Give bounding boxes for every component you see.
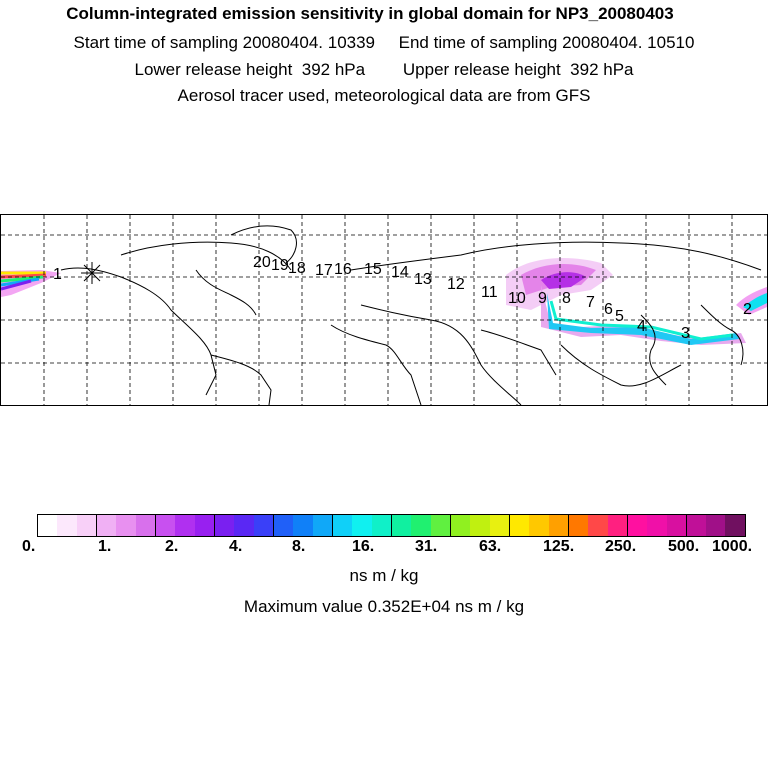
colorbar-tick-label: 8. xyxy=(292,538,306,555)
colorbar-segment xyxy=(509,515,530,536)
colorbar-tick-label: 1000. xyxy=(712,538,753,555)
colorbar-segment xyxy=(391,515,412,536)
track-marker: 14 xyxy=(391,264,409,281)
colorbar-segment xyxy=(470,515,490,536)
colorbar-segment xyxy=(57,515,77,536)
start-star-icon xyxy=(81,262,103,284)
colorbar-segment xyxy=(647,515,667,536)
plot-title: Column-integrated emission sensitivity i… xyxy=(66,4,674,23)
colorbar-segment xyxy=(450,515,471,536)
track-marker: 12 xyxy=(447,276,465,293)
colorbar-segment xyxy=(273,515,294,536)
colorbar-tick-label: 2. xyxy=(165,538,179,555)
maximum-value: Maximum value 0.352E+04 ns m / kg xyxy=(243,597,525,616)
track-marker: 15 xyxy=(364,261,382,278)
colorbar-tick-label: 16. xyxy=(352,538,375,555)
colorbar-segment xyxy=(76,515,97,536)
colorbar-segment xyxy=(627,515,648,536)
colorbar-segment xyxy=(116,515,136,536)
colorbar-segment xyxy=(568,515,589,536)
track-marker: 19 xyxy=(271,257,289,274)
colorbar-segment xyxy=(332,515,353,536)
track-marker: 5 xyxy=(615,308,624,325)
emission-plume xyxy=(1,258,767,345)
colorbar-tick-label: 63. xyxy=(479,538,502,555)
colorbar-segment xyxy=(352,515,372,536)
colorbar-segment xyxy=(253,515,274,536)
track-marker: 2 xyxy=(743,301,752,318)
colorbar-tick-label: 1. xyxy=(98,538,112,555)
colorbar-tick-label: 500. xyxy=(668,538,700,555)
colorbar-segment xyxy=(38,515,58,536)
track-marker: 1 xyxy=(53,266,62,283)
track-marker: 6 xyxy=(604,301,613,318)
colorbar-segment xyxy=(548,515,569,536)
sampling-time-line: Start time of sampling 20080404. 10339 E… xyxy=(73,33,695,52)
track-marker: 9 xyxy=(538,290,547,307)
colorbar-segment xyxy=(411,515,431,536)
colorbar-tick-label: 125. xyxy=(543,538,575,555)
colorbar-segment xyxy=(371,515,392,536)
world-map: 20 19 18 17 16 15 14 13 12 11 10 9 8 7 6 5 4 3 2 1 xyxy=(0,214,768,406)
colorbar-segment xyxy=(725,515,745,536)
track-marker: 16 xyxy=(334,261,352,278)
track-marker: 11 xyxy=(481,284,498,301)
graticule xyxy=(1,215,767,405)
colorbar-segment xyxy=(175,515,195,536)
colorbar-segment xyxy=(706,515,726,536)
track-marker: 3 xyxy=(681,325,690,342)
colorbar-tick-label: 0. xyxy=(22,538,36,555)
colorbar-segment xyxy=(312,515,333,536)
colorbar-tick-label: 250. xyxy=(605,538,637,555)
colorbar-units: ns m / kg xyxy=(349,566,419,585)
colorbar-segment xyxy=(214,515,235,536)
track-marker: 10 xyxy=(508,290,526,307)
colorbar-segment xyxy=(666,515,687,536)
tracer-info-line: Aerosol tracer used, meteorological data… xyxy=(177,86,591,105)
colorbar-segment xyxy=(96,515,117,536)
track-marker: 17 xyxy=(315,262,333,279)
colorbar-segment xyxy=(686,515,707,536)
colorbar-segment xyxy=(234,515,254,536)
colorbar-segment xyxy=(430,515,451,536)
colorbar-segment xyxy=(489,515,510,536)
track-marker: 4 xyxy=(637,318,646,335)
map-canvas xyxy=(1,215,767,405)
track-marker: 8 xyxy=(562,290,571,307)
colorbar-segment xyxy=(135,515,156,536)
colorbar-tick-label: 4. xyxy=(229,538,243,555)
colorbar-segment xyxy=(607,515,628,536)
colorbar-segment xyxy=(155,515,176,536)
colorbar-segment xyxy=(588,515,608,536)
coastlines xyxy=(60,225,762,405)
track-marker: 20 xyxy=(253,254,271,271)
colorbar-segment xyxy=(194,515,215,536)
release-height-line: Lower release height 392 hPa Upper relea… xyxy=(134,60,634,79)
colorbar-segment xyxy=(293,515,313,536)
track-marker: 7 xyxy=(586,294,595,311)
colorbar-segment xyxy=(529,515,549,536)
track-marker: 13 xyxy=(414,271,432,288)
colorbar-tick-label: 31. xyxy=(415,538,438,555)
track-marker: 18 xyxy=(288,260,306,277)
colorbar xyxy=(37,514,746,537)
